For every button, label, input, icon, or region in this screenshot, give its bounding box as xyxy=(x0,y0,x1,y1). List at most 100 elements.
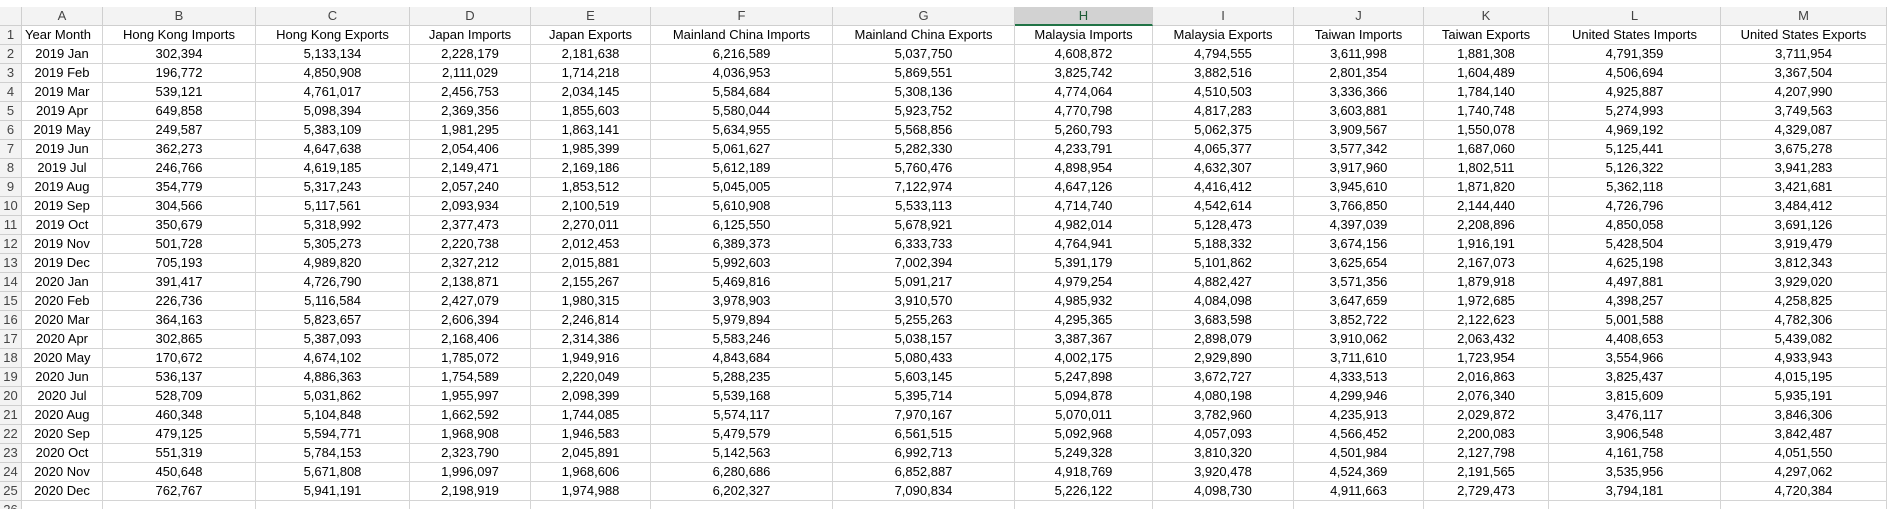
row-header[interactable]: 21 xyxy=(0,406,22,425)
cell[interactable]: 2,093,934 xyxy=(410,197,531,216)
cell[interactable]: 3,782,960 xyxy=(1153,406,1294,425)
header-cell[interactable]: Malaysia Imports xyxy=(1015,26,1153,45)
cell[interactable]: 5,671,808 xyxy=(256,463,410,482)
cell[interactable]: 1,955,997 xyxy=(410,387,531,406)
cell[interactable] xyxy=(651,501,833,509)
cell[interactable]: 5,479,579 xyxy=(651,425,833,444)
cell[interactable]: 2019 Aug xyxy=(22,178,103,197)
header-cell[interactable]: Malaysia Exports xyxy=(1153,26,1294,45)
cell[interactable]: 5,226,122 xyxy=(1015,482,1153,501)
cell[interactable]: 551,319 xyxy=(103,444,256,463)
cell[interactable]: 4,510,503 xyxy=(1153,83,1294,102)
cell[interactable]: 6,280,686 xyxy=(651,463,833,482)
cell[interactable]: 4,850,058 xyxy=(1549,216,1721,235)
cell[interactable]: 354,779 xyxy=(103,178,256,197)
cell[interactable]: 2,228,179 xyxy=(410,45,531,64)
cell[interactable]: 1,946,583 xyxy=(531,425,651,444)
column-header[interactable]: M xyxy=(1721,7,1887,26)
cell[interactable]: 5,583,246 xyxy=(651,330,833,349)
cell[interactable]: 2,098,399 xyxy=(531,387,651,406)
cell[interactable]: 1,855,603 xyxy=(531,102,651,121)
cell[interactable]: 6,216,589 xyxy=(651,45,833,64)
cell[interactable]: 4,982,014 xyxy=(1015,216,1153,235)
cell[interactable]: 5,188,332 xyxy=(1153,235,1294,254)
column-header[interactable]: A xyxy=(22,7,103,26)
cell[interactable]: 3,910,570 xyxy=(833,292,1015,311)
row-header[interactable]: 24 xyxy=(0,463,22,482)
cell[interactable]: 1,968,908 xyxy=(410,425,531,444)
cell[interactable]: 4,057,093 xyxy=(1153,425,1294,444)
cell[interactable]: 5,116,584 xyxy=(256,292,410,311)
cell[interactable]: 4,329,087 xyxy=(1721,121,1887,140)
column-header[interactable]: G xyxy=(833,7,1015,26)
cell[interactable]: 5,101,862 xyxy=(1153,254,1294,273)
cell[interactable]: 2,456,753 xyxy=(410,83,531,102)
cell[interactable] xyxy=(1153,501,1294,509)
cell[interactable]: 2019 May xyxy=(22,121,103,140)
cell[interactable]: 479,125 xyxy=(103,425,256,444)
cell[interactable]: 2,323,790 xyxy=(410,444,531,463)
cell[interactable]: 1,662,592 xyxy=(410,406,531,425)
cell[interactable]: 3,825,437 xyxy=(1549,368,1721,387)
cell[interactable]: 501,728 xyxy=(103,235,256,254)
cell[interactable]: 4,843,684 xyxy=(651,349,833,368)
cell[interactable]: 4,161,758 xyxy=(1549,444,1721,463)
cell[interactable]: 2,167,073 xyxy=(1424,254,1549,273)
cell[interactable]: 3,603,881 xyxy=(1294,102,1424,121)
cell[interactable]: 2019 Oct xyxy=(22,216,103,235)
cell[interactable]: 5,387,093 xyxy=(256,330,410,349)
row-header[interactable]: 2 xyxy=(0,45,22,64)
cell[interactable]: 3,910,062 xyxy=(1294,330,1424,349)
cell[interactable]: 2,076,340 xyxy=(1424,387,1549,406)
cell[interactable]: 4,882,427 xyxy=(1153,273,1294,292)
cell[interactable]: 5,104,848 xyxy=(256,406,410,425)
cell[interactable]: 2,015,881 xyxy=(531,254,651,273)
cell[interactable]: 4,542,614 xyxy=(1153,197,1294,216)
cell[interactable]: 4,297,062 xyxy=(1721,463,1887,482)
cell[interactable]: 528,709 xyxy=(103,387,256,406)
cell[interactable]: 3,675,278 xyxy=(1721,140,1887,159)
cell[interactable]: 5,001,588 xyxy=(1549,311,1721,330)
cell[interactable]: 2,198,919 xyxy=(410,482,531,501)
cell[interactable]: 649,858 xyxy=(103,102,256,121)
column-header[interactable]: J xyxy=(1294,7,1424,26)
cell[interactable]: 1,981,295 xyxy=(410,121,531,140)
cell[interactable]: 3,535,956 xyxy=(1549,463,1721,482)
cell[interactable]: 5,634,955 xyxy=(651,121,833,140)
cell[interactable]: 1,968,606 xyxy=(531,463,651,482)
cell[interactable]: 536,137 xyxy=(103,368,256,387)
cell[interactable]: 1,879,918 xyxy=(1424,273,1549,292)
cell[interactable]: 2,369,356 xyxy=(410,102,531,121)
cell[interactable]: 5,610,908 xyxy=(651,197,833,216)
cell[interactable]: 5,383,109 xyxy=(256,121,410,140)
cell[interactable]: 3,571,356 xyxy=(1294,273,1424,292)
cell[interactable]: 2020 Jun xyxy=(22,368,103,387)
cell[interactable]: 5,603,145 xyxy=(833,368,1015,387)
column-header[interactable]: C xyxy=(256,7,410,26)
cell[interactable]: 5,784,153 xyxy=(256,444,410,463)
cell[interactable]: 4,774,064 xyxy=(1015,83,1153,102)
cell[interactable]: 2020 Apr xyxy=(22,330,103,349)
row-header[interactable]: 9 xyxy=(0,178,22,197)
cell[interactable]: 3,683,598 xyxy=(1153,311,1294,330)
cell[interactable]: 762,767 xyxy=(103,482,256,501)
cell[interactable]: 1,916,191 xyxy=(1424,235,1549,254)
cell[interactable]: 2,327,212 xyxy=(410,254,531,273)
cell[interactable]: 2019 Jan xyxy=(22,45,103,64)
cell[interactable]: 2020 Aug xyxy=(22,406,103,425)
cell[interactable]: 5,823,657 xyxy=(256,311,410,330)
cell[interactable] xyxy=(531,501,651,509)
cell[interactable]: 2020 Jul xyxy=(22,387,103,406)
cell[interactable]: 304,566 xyxy=(103,197,256,216)
cell[interactable]: 3,674,156 xyxy=(1294,235,1424,254)
cell[interactable]: 6,333,733 xyxy=(833,235,1015,254)
cell[interactable]: 3,920,478 xyxy=(1153,463,1294,482)
cell[interactable]: 2,246,814 xyxy=(531,311,651,330)
cell[interactable]: 4,979,254 xyxy=(1015,273,1153,292)
cell[interactable]: 2,127,798 xyxy=(1424,444,1549,463)
cell[interactable] xyxy=(1721,501,1887,509)
cell[interactable]: 2,138,871 xyxy=(410,273,531,292)
cell[interactable]: 4,625,198 xyxy=(1549,254,1721,273)
cell[interactable]: 2,377,473 xyxy=(410,216,531,235)
cell[interactable]: 4,794,555 xyxy=(1153,45,1294,64)
